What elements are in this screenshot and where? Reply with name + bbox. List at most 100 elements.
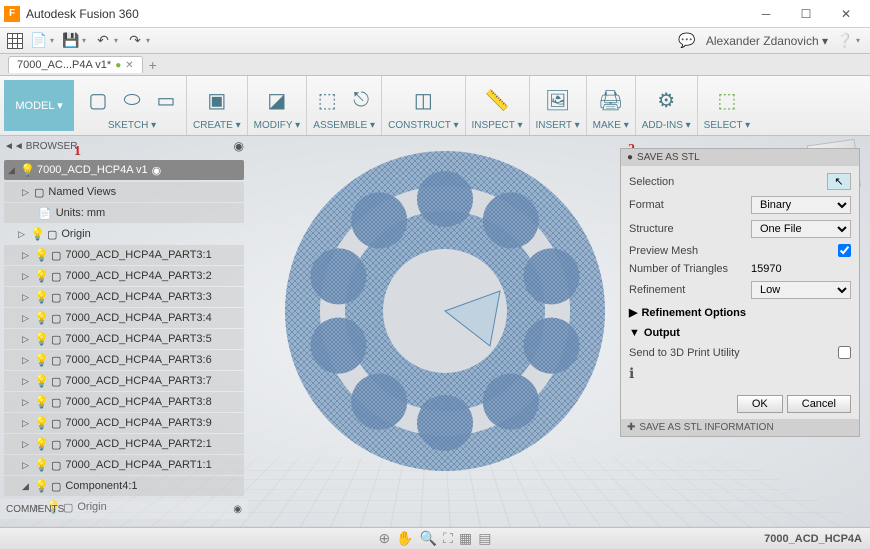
expand-icon[interactable]: ▷ xyxy=(22,355,34,366)
close-tab-icon[interactable]: ✕ xyxy=(125,60,133,71)
inspect-icon[interactable]: 📏 xyxy=(483,86,511,114)
tree-part[interactable]: ▷💡▢7000_ACD_HCP4A_PART2:1 xyxy=(4,434,244,454)
expand-icon[interactable]: ▷ xyxy=(22,397,34,408)
expand-icon[interactable]: ▶ xyxy=(629,306,637,319)
tree-named-views[interactable]: ▷ ▢ Named Views xyxy=(4,182,244,202)
visibility-icon[interactable]: 💡 xyxy=(34,479,49,493)
ribbon-label[interactable]: MODIFY ▾ xyxy=(254,120,301,131)
save-icon[interactable]: 💾 xyxy=(60,30,82,52)
visibility-icon[interactable]: 💡 xyxy=(34,374,49,388)
stl-selection-button[interactable]: ↖ xyxy=(827,173,851,190)
comments-bar[interactable]: COMMENTS ◉ xyxy=(0,499,248,519)
addins-icon[interactable]: ⚙ xyxy=(652,86,680,114)
zoom-icon[interactable]: 🔍 xyxy=(420,530,437,547)
sketch-line-icon[interactable]: ⬭ xyxy=(118,86,146,114)
comment-icon[interactable]: 💬 xyxy=(676,30,698,52)
fit-icon[interactable]: ⛶ xyxy=(443,530,453,547)
pan-icon[interactable]: ✋ xyxy=(396,530,413,547)
stl-ok-button[interactable]: OK xyxy=(737,395,783,413)
expand-icon[interactable]: ▷ xyxy=(22,439,34,450)
collapse-icon[interactable]: ● xyxy=(627,152,633,163)
stl-panel-header[interactable]: ● SAVE AS STL xyxy=(621,149,859,166)
info-icon[interactable]: ℹ xyxy=(629,365,634,382)
stl-preview-checkbox[interactable] xyxy=(838,244,851,257)
modify-icon[interactable]: ◪ xyxy=(263,86,291,114)
ribbon-label[interactable]: SELECT ▾ xyxy=(704,120,751,131)
ribbon-label[interactable]: CONSTRUCT ▾ xyxy=(388,120,458,131)
model-bearing[interactable] xyxy=(280,146,610,476)
expand-icon[interactable]: ▷ xyxy=(22,460,34,471)
ribbon-label[interactable]: INSPECT ▾ xyxy=(472,120,523,131)
tree-root[interactable]: ◢ 💡 7000_ACD_HCP4A v1 ◉ xyxy=(4,160,244,180)
document-tab[interactable]: 7000_AC...P4A v1* ● ✕ xyxy=(8,56,143,73)
tree-part[interactable]: ▷💡▢7000_ACD_HCP4A_PART1:1 xyxy=(4,455,244,475)
visibility-icon[interactable]: 💡 xyxy=(34,458,49,472)
tree-units[interactable]: 📄 Units: mm xyxy=(4,203,244,223)
tree-part[interactable]: ▷💡▢7000_ACD_HCP4A_PART3:5 xyxy=(4,329,244,349)
user-menu[interactable]: Alexander Zdanovich ▾ xyxy=(706,34,828,48)
close-button[interactable]: ✕ xyxy=(826,0,866,28)
display2-icon[interactable]: ▤ xyxy=(478,530,491,547)
visibility-icon[interactable]: 💡 xyxy=(34,290,49,304)
tree-part[interactable]: ▷💡▢7000_ACD_HCP4A_PART3:2 xyxy=(4,266,244,286)
viewport[interactable]: RIGHT xyxy=(0,136,870,527)
stl-info-section[interactable]: ✚ SAVE AS STL INFORMATION xyxy=(621,419,859,436)
display-icon[interactable]: ▦ xyxy=(459,530,472,547)
redo-icon[interactable]: ↷ xyxy=(124,30,146,52)
undo-icon[interactable]: ↶ xyxy=(92,30,114,52)
tree-component[interactable]: ◢ 💡 ▢ Component4:1 xyxy=(4,476,244,496)
insert-icon[interactable]: 🖼 xyxy=(544,86,572,114)
stl-send-checkbox[interactable] xyxy=(838,346,851,359)
ribbon-label[interactable]: CREATE ▾ xyxy=(193,120,241,131)
expand-icon[interactable]: ▷ xyxy=(22,418,34,429)
ribbon-label[interactable]: ASSEMBLE ▾ xyxy=(313,120,375,131)
make-icon[interactable]: 🖨 xyxy=(597,86,625,114)
select-icon[interactable]: ⬚ xyxy=(713,86,741,114)
visibility-icon[interactable]: 💡 xyxy=(30,227,45,241)
expand-icon[interactable]: ✚ xyxy=(627,422,635,433)
visibility-icon[interactable]: 💡 xyxy=(34,269,49,283)
expand-icon[interactable]: ◢ xyxy=(8,165,20,176)
orbit-icon[interactable]: ⊕ xyxy=(379,530,391,547)
collapse-icon[interactable]: ▼ xyxy=(629,327,640,339)
visibility-icon[interactable]: 💡 xyxy=(34,437,49,451)
tree-part[interactable]: ▷💡▢7000_ACD_HCP4A_PART3:8 xyxy=(4,392,244,412)
tree-part[interactable]: ▷💡▢7000_ACD_HCP4A_PART3:6 xyxy=(4,350,244,370)
stl-cancel-button[interactable]: Cancel xyxy=(787,395,851,413)
ribbon-label[interactable]: MAKE ▾ xyxy=(593,120,629,131)
construct-icon[interactable]: ◫ xyxy=(409,86,437,114)
expand-icon[interactable]: ▷ xyxy=(18,229,30,240)
visibility-icon[interactable]: 💡 xyxy=(34,311,49,325)
maximize-button[interactable]: ☐ xyxy=(786,0,826,28)
joint-icon[interactable]: ⎋ xyxy=(347,86,375,114)
stl-output-section[interactable]: ▼ Output xyxy=(629,323,851,343)
visibility-icon[interactable]: 💡 xyxy=(34,353,49,367)
create-box-icon[interactable]: ▣ xyxy=(203,86,231,114)
tree-part[interactable]: ▷💡▢7000_ACD_HCP4A_PART3:7 xyxy=(4,371,244,391)
expand-icon[interactable]: ▷ xyxy=(22,250,34,261)
browser-collapse-icon[interactable]: ◉ xyxy=(234,139,244,153)
ribbon-label[interactable]: INSERT ▾ xyxy=(536,120,580,131)
expand-icon[interactable]: ▷ xyxy=(22,334,34,345)
ribbon-label[interactable]: SKETCH ▾ xyxy=(108,120,156,131)
new-tab-button[interactable]: + xyxy=(149,57,157,73)
help-icon[interactable]: ❔ xyxy=(834,30,856,52)
grid-menu-icon[interactable] xyxy=(4,30,26,52)
stl-structure-select[interactable]: One File xyxy=(751,220,851,238)
ribbon-label[interactable]: ADD-INS ▾ xyxy=(642,120,691,131)
tree-part[interactable]: ▷💡▢7000_ACD_HCP4A_PART3:1 xyxy=(4,245,244,265)
stl-refinement-options[interactable]: ▶ Refinement Options xyxy=(629,302,851,323)
browser-back-icon[interactable]: ◄◄ xyxy=(4,141,24,152)
stl-refinement-select[interactable]: Low xyxy=(751,281,851,299)
expand-icon[interactable]: ◢ xyxy=(22,481,34,492)
tree-part[interactable]: ▷💡▢7000_ACD_HCP4A_PART3:4 xyxy=(4,308,244,328)
tree-origin[interactable]: ▷ 💡 ▢ Origin xyxy=(0,224,248,244)
assemble-icon[interactable]: ⬚ xyxy=(313,86,341,114)
tree-part[interactable]: ▷💡▢7000_ACD_HCP4A_PART3:3 xyxy=(4,287,244,307)
sketch-rect-icon[interactable]: ▭ xyxy=(152,86,180,114)
visibility-icon[interactable]: 💡 xyxy=(34,332,49,346)
minimize-button[interactable]: ─ xyxy=(746,0,786,28)
sketch-create-icon[interactable]: ▢ xyxy=(84,86,112,114)
tree-part[interactable]: ▷💡▢7000_ACD_HCP4A_PART3:9 xyxy=(4,413,244,433)
expand-icon[interactable]: ▷ xyxy=(22,376,34,387)
